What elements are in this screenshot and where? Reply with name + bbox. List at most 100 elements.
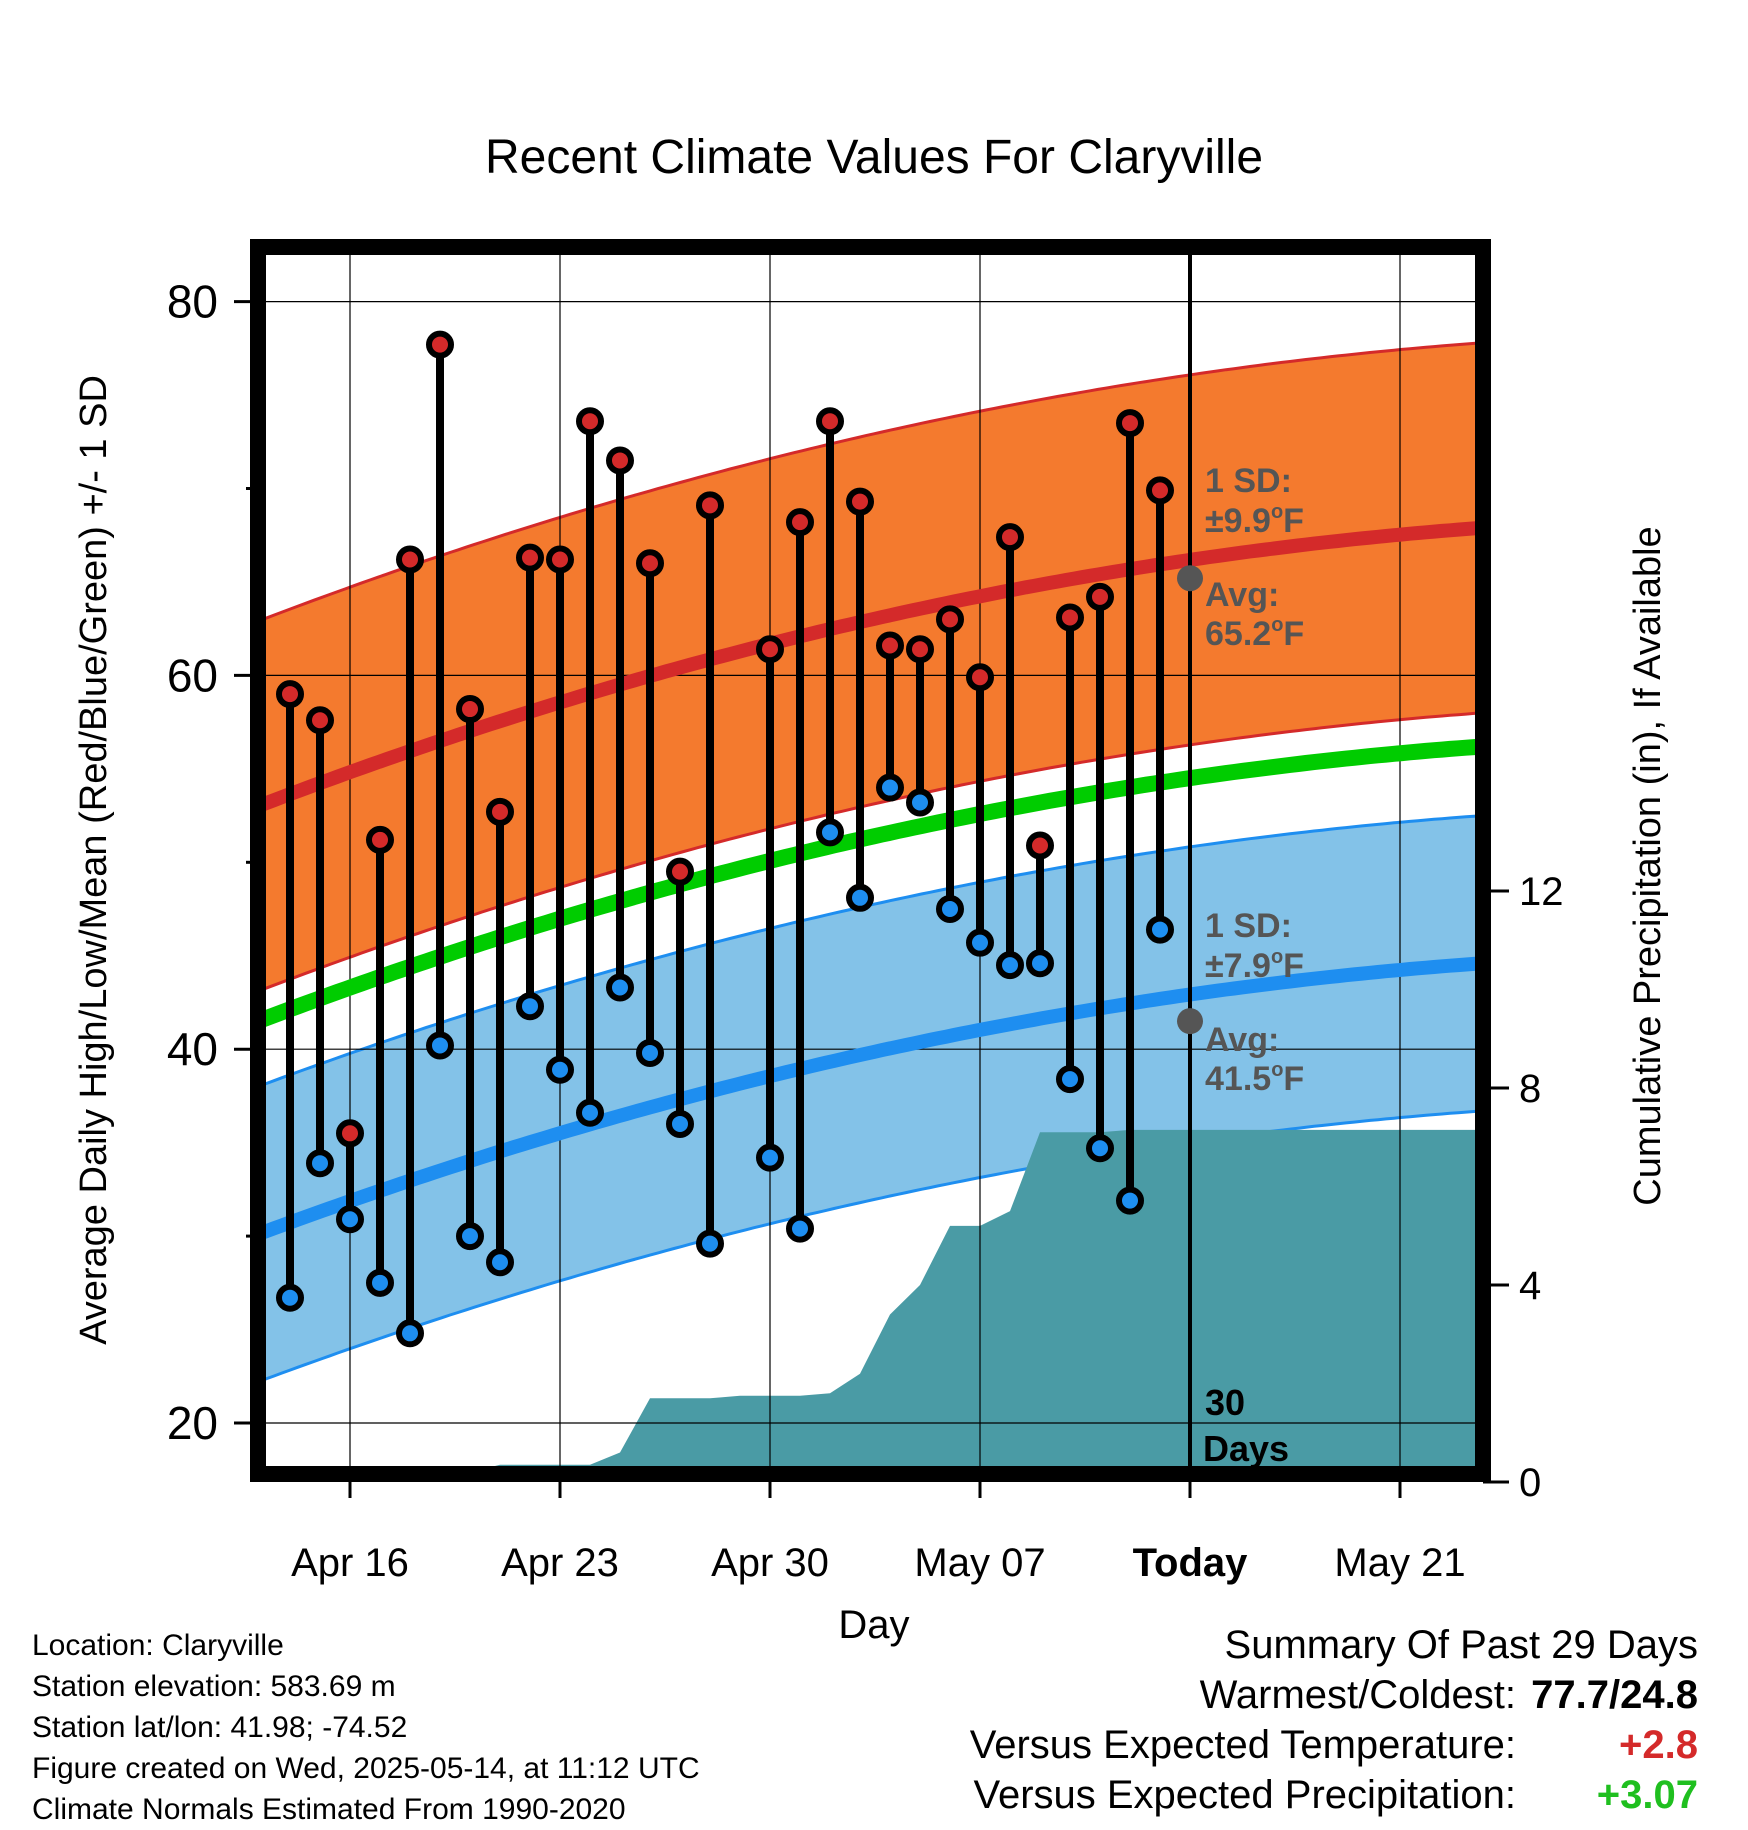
low-point — [636, 1038, 664, 1067]
temp-label: Versus Expected Temperature: — [969, 1723, 1516, 1767]
y-left-tick-label: 80 — [167, 276, 218, 328]
low-point — [1026, 949, 1054, 978]
high-point — [426, 330, 454, 359]
high-point — [1116, 409, 1144, 438]
low-point — [1056, 1065, 1084, 1094]
high-point — [366, 825, 394, 854]
summary-panel: Summary Of Past 29 Days Warmest/Coldest:… — [970, 1620, 1698, 1820]
x-axis-label: Day — [838, 1603, 909, 1647]
y-right-tick-label: 12 — [1519, 870, 1564, 914]
low-point — [1146, 915, 1174, 944]
low-point — [336, 1205, 364, 1234]
high-sd-label: 1 SD: — [1205, 462, 1292, 500]
low-point — [786, 1214, 814, 1243]
warmest-value: 77.7/24.8 — [1531, 1673, 1698, 1717]
days-number-label: 30 — [1205, 1382, 1245, 1423]
low-point — [546, 1055, 574, 1084]
low-point — [816, 818, 844, 847]
low-point — [606, 973, 634, 1002]
low-point — [426, 1031, 454, 1060]
high-point — [1146, 476, 1174, 505]
low-point — [966, 928, 994, 957]
precip-label: Versus Expected Precipitation: — [973, 1773, 1516, 1817]
today-low-avg-dot — [1177, 1008, 1203, 1035]
created-text: Figure created on Wed, 2025-05-14, at 11… — [32, 1752, 700, 1785]
high-point — [486, 797, 514, 826]
y-left-axis-label: Average Daily High/Low/Mean (Red/Blue/Gr… — [73, 375, 115, 1345]
normal-high-line — [255, 520, 1484, 813]
summary-heading: Summary Of Past 29 Days — [1224, 1623, 1698, 1667]
low-point — [516, 992, 544, 1021]
low-sd-label: 1 SD: — [1205, 907, 1292, 945]
low-point — [936, 895, 964, 924]
y-left-tick-label: 40 — [167, 1023, 218, 1075]
low-point — [666, 1109, 694, 1138]
high-sd-band-lower-edge — [257, 711, 1484, 993]
high-point — [576, 407, 604, 436]
low-point — [456, 1222, 484, 1251]
x-tick-label: May 21 — [1334, 1541, 1465, 1585]
warmest-label: Warmest/Coldest: — [1199, 1673, 1516, 1717]
high-avg-label: Avg: — [1205, 576, 1279, 614]
today-high-avg-dot — [1177, 565, 1203, 592]
low-avg-value: 41.5oF — [1205, 1059, 1304, 1098]
low-point — [306, 1149, 334, 1178]
y-left-tick-label: 60 — [167, 649, 218, 701]
high-point — [666, 857, 694, 886]
high-point — [546, 545, 574, 574]
high-point — [936, 605, 964, 634]
low-avg-label: Avg: — [1205, 1021, 1279, 1059]
days-word-label: Days — [1203, 1428, 1289, 1469]
low-point — [1086, 1134, 1114, 1163]
high-point — [306, 706, 334, 735]
high-point — [1056, 603, 1084, 632]
high-point — [876, 631, 904, 660]
high-point — [456, 695, 484, 724]
x-tick-label: Apr 23 — [501, 1541, 619, 1585]
high-sd-band-upper-edge — [257, 341, 1484, 623]
x-tick-label: Today — [1133, 1541, 1249, 1585]
station-info: Location: Claryville Station elevation: … — [32, 1625, 700, 1830]
normal-low-line — [255, 956, 1484, 1241]
normals-text: Climate Normals Estimated From 1990-2020 — [32, 1793, 626, 1826]
low-sd-band-fill — [258, 815, 1483, 1382]
high-point — [696, 491, 724, 520]
high-point — [996, 523, 1024, 552]
daily-high-low-bars — [276, 330, 1174, 1348]
y-right-tick-label: 8 — [1519, 1067, 1541, 1111]
precipitation-area — [290, 1129, 1550, 1482]
low-sd-value: ±7.9oF — [1205, 946, 1304, 985]
axes-ticks-labels: 20 40 60 80 0 4 8 12 Apr 16 Apr 23 Apr 30 May 07 Tod… — [73, 276, 1669, 1647]
high-point — [756, 635, 784, 664]
high-point — [276, 680, 304, 709]
x-tick-label: May 07 — [914, 1541, 1045, 1585]
normal-mean-lines — [255, 520, 1484, 1241]
precipitation-fill — [290, 1129, 1550, 1482]
low-point — [696, 1229, 724, 1258]
x-tick-label: Apr 16 — [291, 1541, 409, 1585]
location-text: Location: Claryville — [32, 1629, 284, 1662]
low-point — [366, 1268, 394, 1297]
x-tick-label: Apr 30 — [711, 1541, 829, 1585]
high-point — [816, 407, 844, 436]
y-right-tick-label: 4 — [1519, 1264, 1541, 1308]
y-right-tick-label: 0 — [1519, 1461, 1541, 1505]
high-point — [846, 487, 874, 516]
high-point — [606, 446, 634, 475]
high-point — [906, 635, 934, 664]
low-point — [576, 1098, 604, 1127]
high-avg-value: 65.2oF — [1205, 614, 1304, 653]
low-point — [846, 883, 874, 912]
low-sd-band-lower-edge — [257, 1109, 1483, 1384]
summary-precip-row: Versus Expected Precipitation: +3.07 — [970, 1770, 1698, 1820]
low-point — [756, 1143, 784, 1172]
high-point — [516, 543, 544, 572]
precip-value: +3.07 — [1596, 1773, 1698, 1817]
plot-border — [250, 239, 1491, 1482]
high-point — [786, 508, 814, 537]
low-point — [876, 773, 904, 802]
temp-value: +2.8 — [1619, 1723, 1698, 1767]
low-point — [486, 1248, 514, 1277]
